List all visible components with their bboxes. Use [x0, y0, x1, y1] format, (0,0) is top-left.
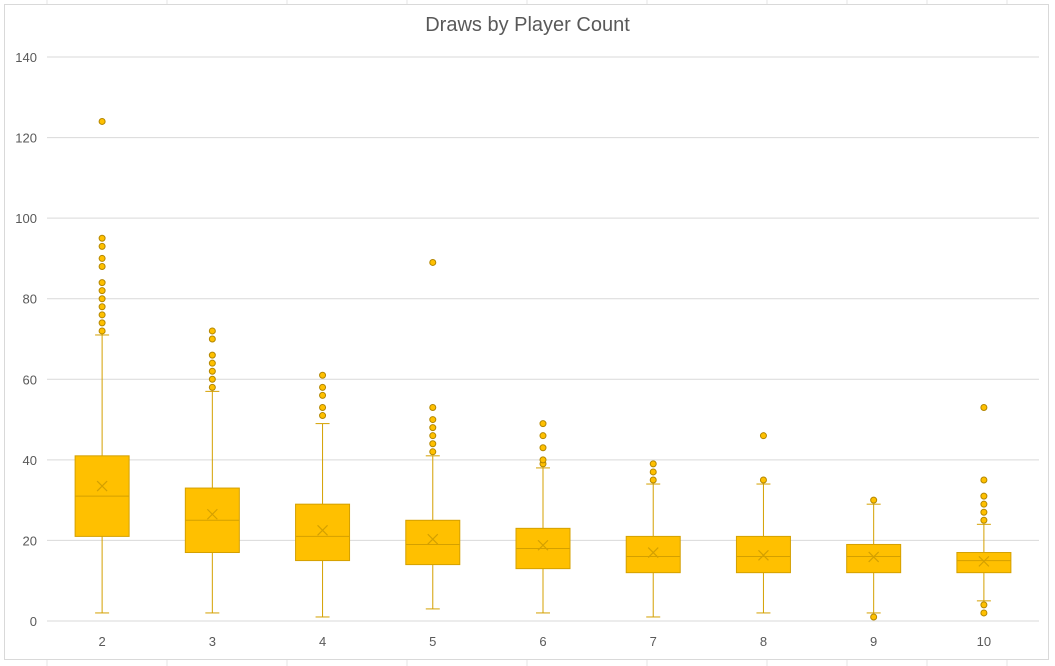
outlier-point	[429, 416, 437, 424]
mean-marker	[758, 549, 769, 561]
box-4	[295, 371, 351, 618]
outlier-point	[98, 303, 106, 311]
outlier-point	[429, 448, 437, 456]
box-3	[184, 327, 240, 614]
outlier-point	[98, 319, 106, 327]
outlier-point	[759, 432, 767, 440]
y-tick-label: 40	[23, 453, 37, 468]
outlier-point	[980, 403, 988, 411]
mean-marker	[868, 551, 880, 563]
outlier-point	[649, 476, 657, 484]
outlier-point	[98, 295, 106, 303]
outlier-point	[319, 403, 327, 411]
box-5	[405, 258, 461, 610]
box-iqr	[295, 503, 351, 562]
mean-marker	[427, 533, 439, 545]
outlier-point	[429, 424, 437, 432]
mean-marker	[317, 524, 328, 536]
outlier-point	[98, 234, 106, 242]
outlier-point	[319, 412, 327, 420]
outlier-point	[980, 492, 988, 500]
box-8	[735, 432, 791, 614]
outlier-point	[319, 383, 327, 391]
y-tick-label: 0	[30, 614, 37, 629]
outlier-point	[319, 371, 327, 379]
box-10	[956, 403, 1012, 617]
x-tick-label: 5	[429, 634, 436, 649]
outlier-point	[649, 468, 657, 476]
box-iqr	[846, 543, 902, 574]
outlier-point	[98, 287, 106, 295]
box-6	[515, 420, 571, 614]
outlier-point	[208, 375, 216, 383]
outlier-point	[980, 516, 988, 524]
outlier-point	[980, 500, 988, 508]
outlier-point	[98, 279, 106, 287]
outlier-point	[98, 311, 106, 319]
outlier-point	[539, 444, 547, 452]
y-tick-label: 120	[15, 131, 37, 146]
box-iqr	[405, 519, 461, 566]
outlier-point	[208, 383, 216, 391]
outlier-point	[649, 460, 657, 468]
outlier-point	[980, 508, 988, 516]
outlier-point	[429, 440, 437, 448]
box-9	[846, 496, 902, 621]
box-iqr	[625, 535, 681, 574]
outlier-point	[98, 327, 106, 335]
mean-marker	[537, 539, 549, 551]
outlier-point	[539, 432, 547, 440]
x-tick-label: 9	[870, 634, 877, 649]
outlier-point	[980, 601, 988, 609]
y-tick-label: 100	[15, 211, 37, 226]
mean-marker	[647, 547, 659, 558]
y-tick-label: 140	[15, 50, 37, 65]
y-tick-label: 80	[23, 292, 37, 307]
outlier-point	[98, 254, 106, 262]
outlier-point	[980, 609, 988, 617]
outlier-point	[429, 432, 437, 440]
outlier-point	[539, 420, 547, 428]
x-tick-label: 6	[539, 634, 546, 649]
y-tick-label: 60	[23, 372, 37, 387]
box-7	[625, 460, 681, 618]
outlier-point	[539, 456, 547, 464]
outlier-point	[429, 403, 437, 411]
x-tick-label: 10	[977, 634, 991, 649]
mean-marker	[96, 480, 108, 492]
outlier-point	[98, 117, 106, 125]
outlier-point	[208, 335, 216, 343]
x-tick-label: 3	[209, 634, 216, 649]
chart-title: Draws by Player Count	[425, 14, 630, 36]
outlier-point	[208, 351, 216, 359]
mean-marker	[978, 555, 990, 567]
x-tick-label: 8	[760, 634, 767, 649]
outlier-point	[208, 327, 216, 335]
outlier-point	[429, 258, 437, 266]
outlier-point	[870, 613, 878, 621]
mean-marker	[206, 508, 218, 520]
x-tick-label: 7	[650, 634, 657, 649]
x-tick-label: 2	[98, 634, 105, 649]
outlier-point	[980, 476, 988, 484]
outlier-point	[208, 359, 216, 367]
y-tick-label: 20	[23, 533, 37, 548]
outlier-point	[759, 476, 767, 484]
outlier-point	[319, 391, 327, 399]
outlier-point	[208, 367, 216, 375]
box-2	[74, 117, 130, 614]
x-tick-label: 4	[319, 634, 326, 649]
outlier-point	[98, 242, 106, 250]
box-iqr	[956, 552, 1012, 574]
outlier-point	[870, 496, 878, 504]
outlier-point	[98, 262, 106, 270]
